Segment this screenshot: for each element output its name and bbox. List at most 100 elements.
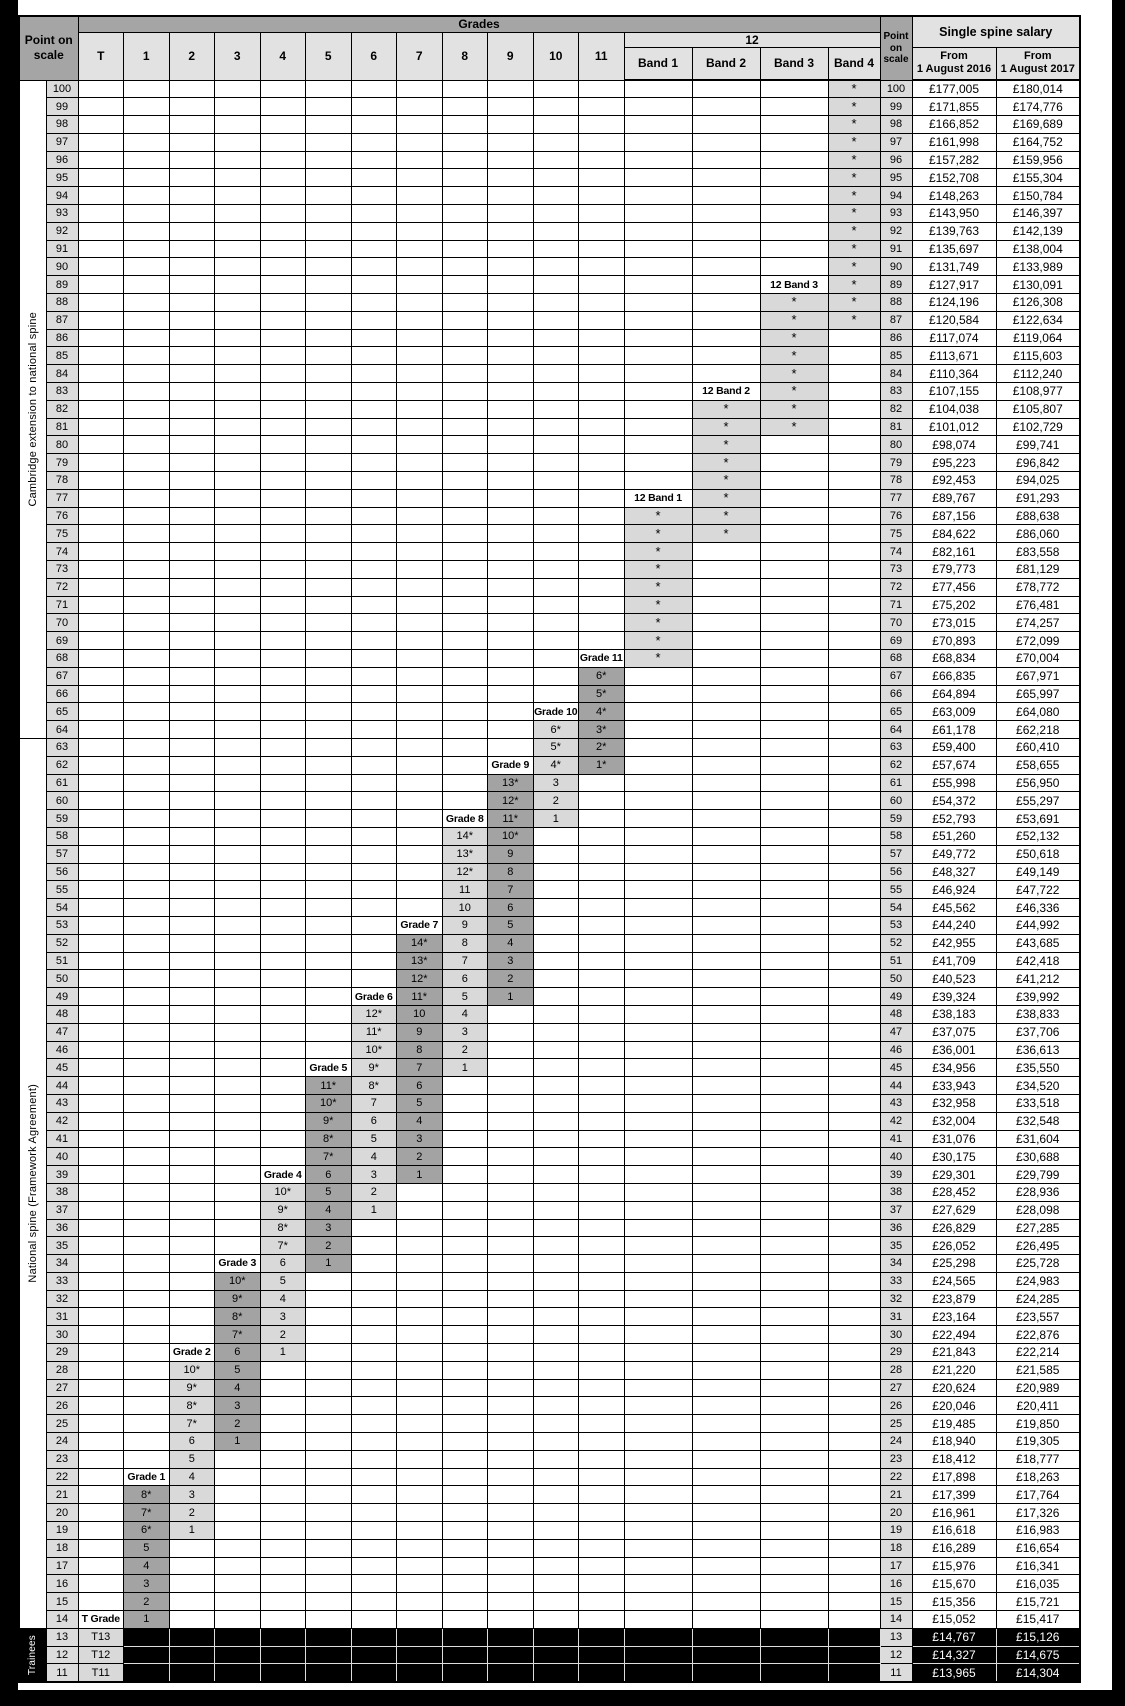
empty-cell [578, 1503, 625, 1523]
empty-cell [214, 488, 261, 508]
empty-cell [305, 915, 352, 935]
point-on-scale-left: 29 [45, 1343, 79, 1362]
empty-cell [396, 1592, 443, 1612]
empty-cell [77, 1307, 124, 1327]
spine-point-cell: 9 [396, 1022, 443, 1042]
empty-cell [578, 898, 625, 917]
spine-point-cell: 7 [487, 880, 534, 900]
salary-2017-cell: £74,257 [995, 613, 1081, 633]
empty-cell [123, 1343, 170, 1362]
point-on-scale-right: 14 [879, 1610, 913, 1629]
spine-point-cell: 5 [168, 1449, 215, 1469]
empty-cell [396, 524, 443, 544]
empty-cell [691, 560, 761, 579]
empty-cell [487, 666, 534, 686]
spine-point-cell: 3 [396, 1129, 443, 1149]
empty-cell [487, 204, 534, 223]
empty-cell [396, 560, 443, 579]
empty-cell [691, 221, 761, 241]
empty-cell [827, 1307, 881, 1327]
spine-point-cell: 4 [305, 1200, 352, 1220]
empty-cell [827, 1538, 881, 1558]
table-row-point-99: 99 * 99 £171,855 £174,776 [19, 97, 1081, 117]
empty-cell [214, 1182, 261, 1202]
empty-cell [305, 791, 352, 811]
empty-cell [214, 1129, 261, 1149]
empty-cell [691, 1200, 761, 1220]
empty-cell [532, 1556, 579, 1576]
empty-cell [487, 346, 534, 366]
point-on-scale-right: 20 [879, 1503, 913, 1523]
empty-cell [168, 1111, 215, 1131]
empty-cell [623, 755, 693, 775]
empty-cell [214, 1022, 261, 1042]
empty-cell [123, 1129, 170, 1149]
salary-2016-cell: £64,894 [911, 684, 997, 704]
salary-2017-cell: £20,989 [995, 1378, 1081, 1398]
empty-cell [168, 1271, 215, 1291]
empty-cell [259, 364, 306, 384]
empty-cell [827, 1271, 881, 1291]
empty-cell [123, 399, 170, 419]
salary-2017-cell: £108,977 [995, 382, 1081, 401]
empty-cell [305, 1396, 352, 1416]
empty-cell [487, 1147, 534, 1167]
empty-cell [259, 560, 306, 579]
spine-point-cell: 1 [123, 1610, 170, 1629]
empty-cell [123, 1449, 170, 1469]
empty-cell [396, 293, 443, 312]
table-row-point-26: 26 8* 3 26 £20,046 £20,411 [19, 1396, 1081, 1416]
empty-cell [350, 613, 397, 633]
empty-cell [759, 1236, 829, 1256]
empty-cell [350, 239, 397, 259]
empty-cell [123, 826, 170, 846]
empty-cell [759, 1467, 829, 1487]
empty-cell [123, 453, 170, 473]
empty-cell [305, 239, 352, 259]
empty-cell [259, 577, 306, 597]
empty-cell [123, 666, 170, 686]
empty-cell [691, 987, 761, 1006]
empty-cell [77, 1485, 124, 1505]
empty-cell [578, 1645, 625, 1665]
empty-cell [350, 1378, 397, 1398]
point-on-scale-right: 90 [879, 257, 913, 277]
spine-point-cell: * [691, 471, 761, 490]
table-row-point-11: 11 T11 11 £13,965 £14,304 [19, 1663, 1081, 1683]
empty-cell [623, 1040, 693, 1060]
empty-cell [691, 364, 761, 384]
empty-cell [441, 1521, 488, 1540]
empty-cell [168, 1610, 215, 1629]
empty-cell [168, 1307, 215, 1327]
point-on-scale-left: 65 [45, 702, 79, 722]
band-header-row: Band 1 Band 2 Band 3 Band 4 From 1 Augus… [19, 46, 1081, 81]
point-on-scale-right: 52 [879, 933, 913, 953]
spine-point-cell: * [827, 275, 881, 295]
empty-cell [305, 951, 352, 971]
empty-cell [259, 613, 306, 633]
empty-cell [532, 631, 579, 650]
spine-point-cell: 3 [214, 1396, 261, 1416]
empty-cell [691, 1182, 761, 1202]
empty-cell [305, 1343, 352, 1362]
empty-cell [259, 595, 306, 615]
empty-cell [305, 150, 352, 170]
point-on-scale-right: 99 [879, 97, 913, 117]
salary-2016-cell: £157,282 [911, 150, 997, 170]
salary-2017-cell: £67,971 [995, 666, 1081, 686]
empty-cell [827, 898, 881, 917]
empty-cell [487, 560, 534, 579]
empty-cell [623, 1574, 693, 1594]
empty-cell [77, 666, 124, 686]
point-on-scale-left: 58 [45, 826, 79, 846]
empty-cell [532, 1645, 579, 1665]
empty-cell [441, 364, 488, 384]
point-on-scale-left: 15 [45, 1592, 79, 1612]
empty-cell [214, 1467, 261, 1487]
empty-cell [827, 915, 881, 935]
empty-cell [623, 1627, 693, 1647]
empty-cell [623, 1236, 693, 1256]
empty-cell [396, 1574, 443, 1594]
point-on-scale-right: 36 [879, 1218, 913, 1238]
empty-cell [259, 328, 306, 348]
